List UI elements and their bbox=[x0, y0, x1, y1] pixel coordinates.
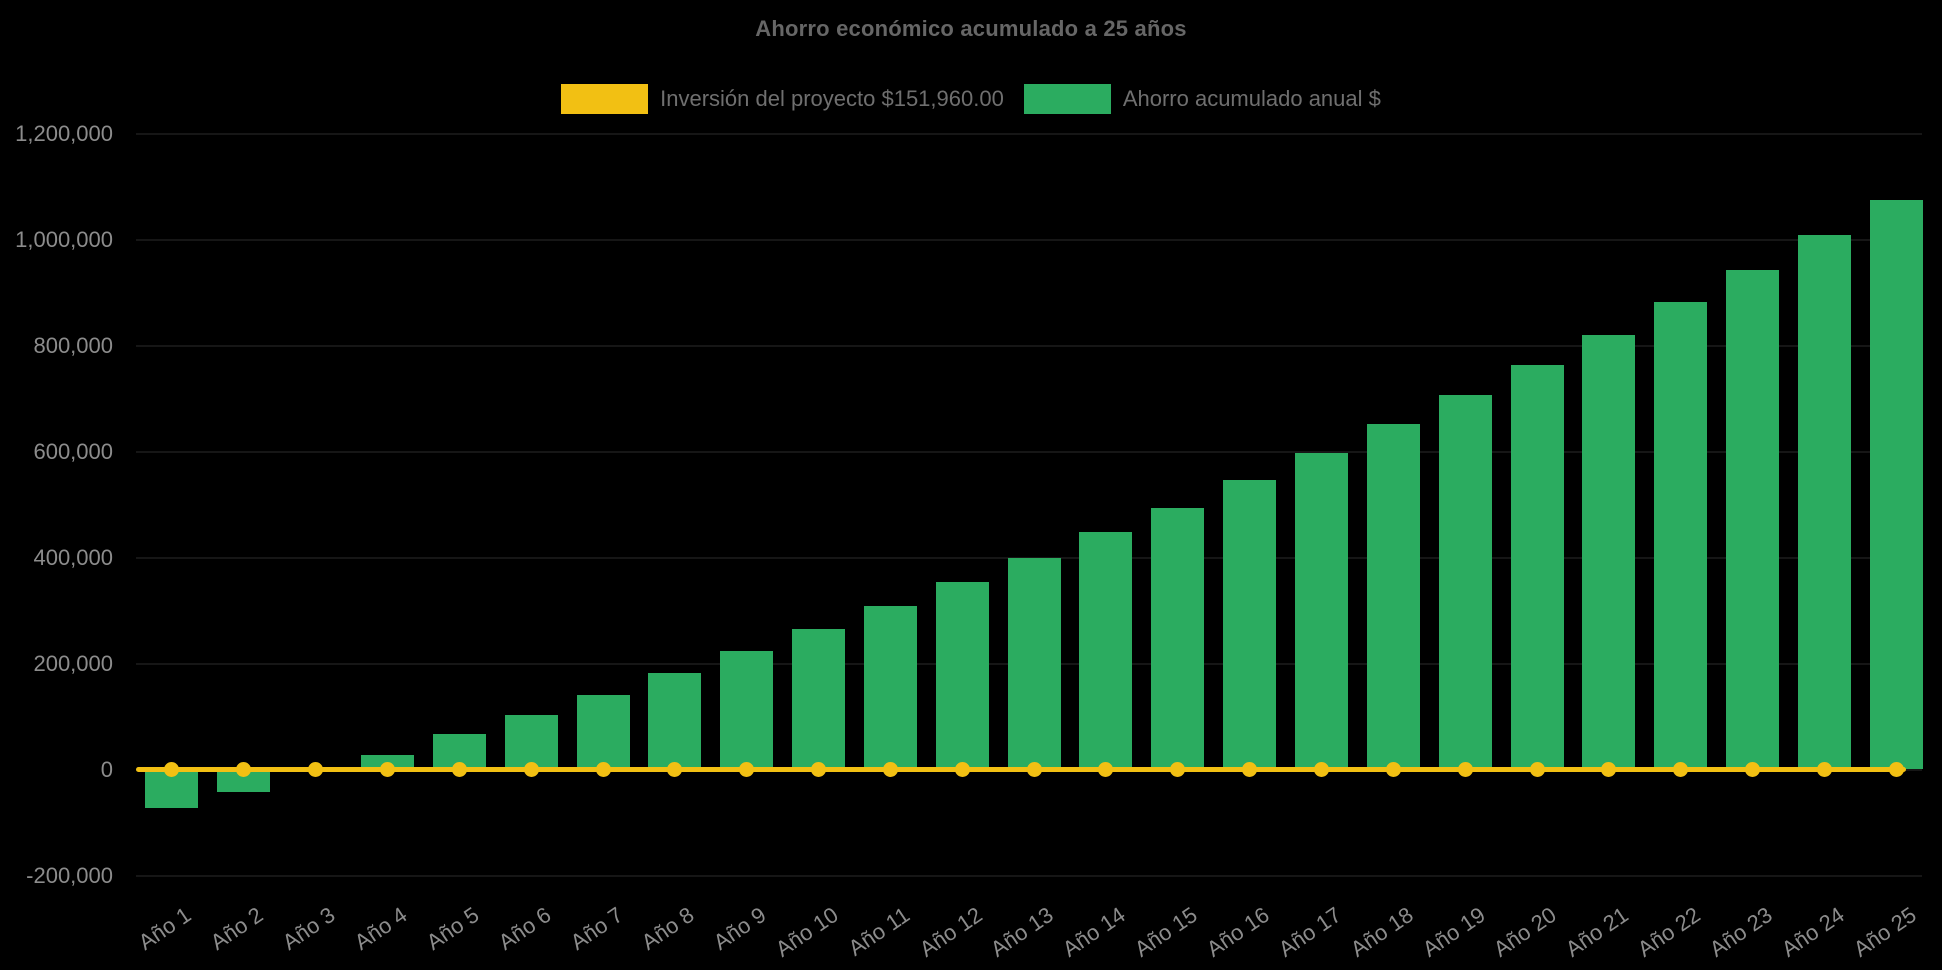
x-tick-label-ano-24: Año 24 bbox=[1776, 902, 1849, 962]
bar-ano-7 bbox=[576, 694, 630, 770]
bar-ano-21 bbox=[1582, 334, 1636, 770]
line-point-ano-17 bbox=[1314, 762, 1330, 777]
bar-ano-16 bbox=[1223, 480, 1277, 770]
bar-ano-10 bbox=[792, 629, 846, 770]
bar-ano-14 bbox=[1079, 532, 1133, 770]
x-tick-label-ano-5: Año 5 bbox=[421, 902, 484, 955]
x-tick-label-ano-9: Año 9 bbox=[709, 902, 771, 955]
bar-ano-23 bbox=[1726, 269, 1780, 770]
line-point-ano-7 bbox=[595, 762, 611, 777]
y-tick-label--200000: -200,000 bbox=[26, 862, 113, 888]
line-point-ano-14 bbox=[1098, 762, 1114, 777]
y-tick-label-600000: 600,000 bbox=[33, 438, 113, 464]
x-tick-label-ano-20: Año 20 bbox=[1489, 902, 1562, 962]
y-tick-label-400000: 400,000 bbox=[33, 544, 113, 570]
x-tick-label-ano-23: Año 23 bbox=[1704, 902, 1777, 962]
line-point-ano-23 bbox=[1745, 762, 1761, 777]
line-point-ano-24 bbox=[1816, 762, 1832, 777]
y-tick-label-800000: 800,000 bbox=[33, 332, 113, 358]
line-point-ano-16 bbox=[1242, 762, 1258, 777]
x-tick-label-ano-2: Año 2 bbox=[206, 902, 268, 955]
line-point-ano-22 bbox=[1673, 762, 1689, 777]
line-point-ano-10 bbox=[811, 762, 827, 777]
bar-ano-12 bbox=[935, 581, 989, 770]
bar-ano-22 bbox=[1654, 302, 1708, 770]
bar-ano-20 bbox=[1510, 365, 1564, 770]
y-tick-label-1000000: 1,000,000 bbox=[15, 226, 113, 252]
line-point-ano-18 bbox=[1385, 762, 1401, 777]
x-tick-label-ano-14: Año 14 bbox=[1058, 902, 1130, 962]
legend-swatch-green bbox=[1023, 84, 1111, 114]
x-tick-label-ano-10: Año 10 bbox=[770, 902, 843, 962]
legend-item-ahorro[interactable]: Ahorro acumulado anual $ bbox=[1023, 84, 1381, 114]
line-point-ano-5 bbox=[451, 762, 467, 777]
chart-legend: Inversión del proyecto $151,960.00 Ahorr… bbox=[0, 84, 1942, 114]
bar-ano-9 bbox=[720, 651, 774, 770]
x-tick-label-ano-13: Año 13 bbox=[986, 902, 1059, 962]
gridline--200000 bbox=[136, 874, 1922, 877]
gridline-400000 bbox=[136, 556, 1922, 559]
gridline-800000 bbox=[136, 344, 1922, 347]
x-tick-label-ano-21: Año 21 bbox=[1561, 902, 1633, 962]
x-tick-label-ano-3: Año 3 bbox=[277, 902, 340, 955]
x-tick-label-ano-25: Año 25 bbox=[1848, 902, 1921, 962]
line-point-ano-4 bbox=[379, 762, 395, 777]
legend-swatch-yellow bbox=[561, 84, 649, 114]
line-point-ano-1 bbox=[164, 762, 180, 777]
investment-line bbox=[136, 767, 1906, 772]
line-point-ano-21 bbox=[1601, 762, 1617, 777]
line-point-ano-20 bbox=[1529, 762, 1545, 777]
x-tick-label-ano-22: Año 22 bbox=[1632, 902, 1705, 962]
bar-ano-6 bbox=[504, 714, 558, 770]
line-point-ano-12 bbox=[954, 762, 970, 777]
line-point-ano-13 bbox=[1026, 762, 1042, 777]
legend-label-ahorro: Ahorro acumulado anual $ bbox=[1122, 86, 1381, 111]
line-point-ano-2 bbox=[236, 762, 252, 777]
x-tick-label-ano-16: Año 16 bbox=[1201, 902, 1274, 962]
line-point-ano-9 bbox=[739, 762, 755, 777]
bar-ano-8 bbox=[648, 673, 702, 770]
x-tick-label-ano-1: Año 1 bbox=[134, 902, 196, 955]
gridline-1200000 bbox=[136, 132, 1922, 135]
gridline-1000000 bbox=[136, 238, 1922, 241]
x-tick-label-ano-17: Año 17 bbox=[1273, 902, 1346, 962]
x-tick-label-ano-15: Año 15 bbox=[1130, 902, 1202, 962]
line-point-ano-8 bbox=[667, 762, 683, 777]
gridline-600000 bbox=[136, 450, 1922, 453]
legend-label-inversion: Inversión del proyecto $151,960.00 bbox=[660, 86, 1004, 111]
legend-item-inversion[interactable]: Inversión del proyecto $151,960.00 bbox=[561, 84, 1004, 114]
x-tick-label-ano-12: Año 12 bbox=[914, 902, 987, 962]
bar-ano-19 bbox=[1438, 395, 1492, 770]
y-tick-label-0: 0 bbox=[100, 756, 113, 782]
bar-ano-13 bbox=[1007, 558, 1061, 770]
bar-ano-2 bbox=[217, 769, 271, 792]
chart-title: Ahorro económico acumulado a 25 años bbox=[755, 16, 1187, 41]
line-point-ano-25 bbox=[1888, 762, 1904, 777]
x-tick-label-ano-8: Año 8 bbox=[637, 902, 699, 955]
bar-ano-11 bbox=[863, 606, 917, 770]
y-tick-label-1200000: 1,200,000 bbox=[15, 120, 113, 146]
bar-ano-15 bbox=[1151, 508, 1205, 770]
bar-ano-25 bbox=[1869, 200, 1923, 770]
line-point-ano-11 bbox=[882, 762, 898, 777]
line-point-ano-6 bbox=[523, 762, 539, 777]
x-tick-label-ano-7: Año 7 bbox=[565, 902, 628, 955]
x-tick-label-ano-18: Año 18 bbox=[1345, 902, 1418, 962]
x-tick-label-ano-19: Año 19 bbox=[1417, 902, 1490, 962]
x-tick-label-ano-4: Año 4 bbox=[349, 902, 412, 955]
y-tick-label-200000: 200,000 bbox=[33, 650, 113, 676]
line-point-ano-19 bbox=[1457, 762, 1473, 777]
bar-ano-18 bbox=[1366, 424, 1420, 770]
bar-ano-17 bbox=[1295, 452, 1349, 770]
bar-ano-24 bbox=[1797, 235, 1851, 770]
line-point-ano-3 bbox=[308, 762, 324, 777]
line-point-ano-15 bbox=[1170, 762, 1186, 777]
x-tick-label-ano-11: Año 11 bbox=[843, 902, 915, 961]
x-tick-label-ano-6: Año 6 bbox=[493, 902, 556, 955]
